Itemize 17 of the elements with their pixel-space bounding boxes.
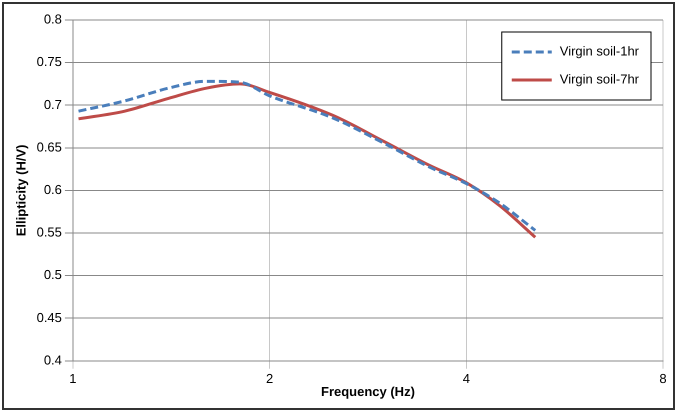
- x-tick-label: 2: [266, 371, 274, 386]
- x-tick-label: 1: [69, 371, 77, 386]
- y-tick-label: 0.65: [36, 139, 62, 154]
- legend-label: Virgin soil-1hr: [560, 44, 640, 59]
- y-axis-title: Ellipticity (H/V): [13, 144, 28, 236]
- y-tick-label: 0.7: [44, 96, 62, 112]
- y-tick-label: 0.8: [44, 12, 62, 27]
- x-tick-label: 4: [462, 371, 470, 386]
- x-axis-title: Frequency (Hz): [321, 384, 415, 399]
- x-tick-label: 8: [659, 371, 667, 386]
- y-tick-label: 0.4: [44, 352, 62, 368]
- y-tick-label: 0.5: [44, 267, 62, 282]
- y-tick-label: 0.75: [36, 54, 62, 70]
- y-tick-label: 0.6: [44, 182, 62, 197]
- y-tick-label: 0.55: [36, 224, 62, 240]
- y-tick-label: 0.45: [36, 310, 62, 325]
- legend-label: Virgin soil-7hr: [560, 72, 640, 87]
